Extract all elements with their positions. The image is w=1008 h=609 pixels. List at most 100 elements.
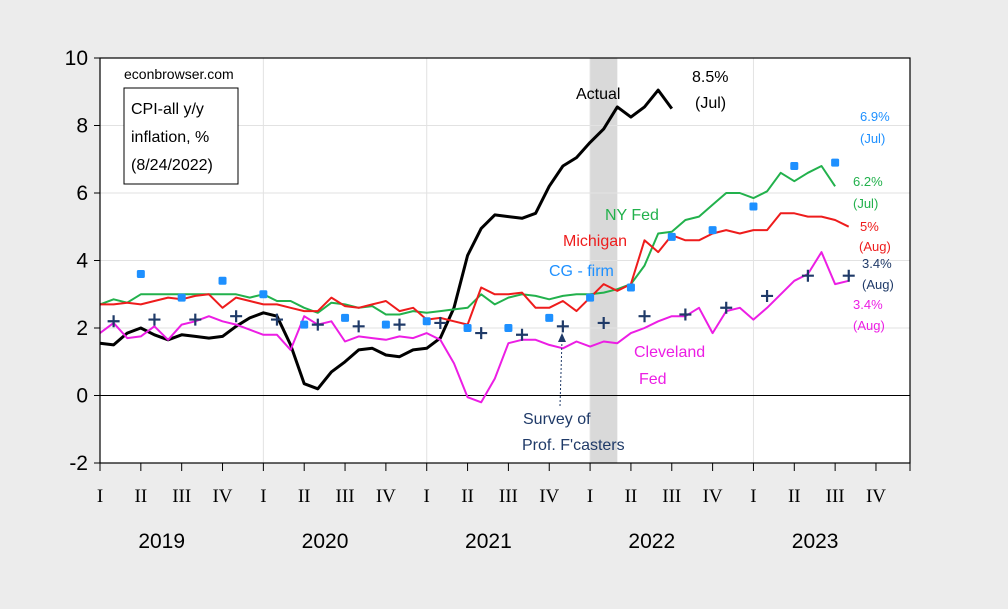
annotation-michigan-value: 5% [860,219,879,234]
annotation-spf-month: (Aug) [862,277,894,292]
spf-arrow-head [558,333,566,342]
data-point-cg-firm [749,202,758,211]
annotation-michigan-label: Michigan [563,233,627,250]
x-quarter-label: I [424,486,430,507]
annotation-actual-month: (Jul) [695,95,726,112]
data-point-cg-firm [136,270,145,278]
data-point-cg-firm [790,162,799,170]
data-point-survey-of-prof-f-casters [311,318,324,331]
x-year-label: 2022 [628,530,675,553]
legend-line-3: (8/24/2022) [131,157,213,174]
series-layer [99,88,850,404]
data-point-survey-of-prof-f-casters [556,320,569,333]
data-point-cg-firm [626,283,635,292]
x-quarter-label: IV [703,486,723,507]
annotation-cleveland-month: (Aug) [853,318,885,333]
x-quarter-label: III [826,486,845,507]
annotation-nyfed-value: 6.2% [853,174,883,189]
x-quarter-label: II [461,486,474,507]
data-point-survey-of-prof-f-casters [679,308,692,321]
legend-line-2: inflation, % [131,129,209,146]
data-point-survey-of-prof-f-casters [107,315,120,328]
series-line-ny-fed [99,165,836,316]
data-point-survey-of-prof-f-casters [842,269,855,282]
legend-box [123,87,239,185]
data-point-cg-firm [259,290,268,299]
x-quarter-label: II [135,486,148,507]
annotation-cleveland-label-2: Fed [639,371,667,388]
x-quarter-label: IV [376,486,396,507]
data-point-survey-of-prof-f-casters [148,313,161,326]
data-point-cg-firm [381,320,390,329]
data-point-cg-firm [300,320,309,329]
data-point-survey-of-prof-f-casters [434,316,447,329]
x-year-label: 2020 [302,530,349,553]
data-point-survey-of-prof-f-casters [475,327,488,340]
series-line-michigan [100,212,850,326]
x-quarter-label: III [662,486,681,507]
data-point-cg-firm [545,313,554,322]
x-quarter-label: II [625,486,638,507]
data-point-survey-of-prof-f-casters [189,313,202,326]
data-point-survey-of-prof-f-casters [516,328,529,341]
series-line-cleveland-fed [99,251,849,404]
y-tick-label: 2 [76,317,88,340]
data-point-cg-firm [341,313,350,322]
source-label: econbrowser.com [124,66,234,82]
x-quarter-label: I [750,486,756,507]
spf-arrow-line [559,338,563,407]
x-quarter-label: III [499,486,518,507]
data-point-survey-of-prof-f-casters [393,318,406,331]
y-tick-label: -2 [69,452,88,475]
data-point-survey-of-prof-f-casters [638,310,651,323]
annotation-spf-label-2: Prof. F'casters [522,437,625,454]
legend-line-1: CPI-all y/y [131,101,204,118]
data-point-survey-of-prof-f-casters [720,301,733,314]
y-tick-label: 8 [76,115,88,138]
annotation-nyfed-month: (Jul) [853,196,878,211]
x-quarter-label: IV [539,486,559,507]
annotation-cleveland-label: Cleveland [634,344,705,361]
x-quarter-label: I [260,486,266,507]
data-point-cg-firm [177,293,186,302]
series-line-actual [99,88,674,391]
data-point-survey-of-prof-f-casters [352,320,365,333]
y-tick-label: 10 [65,47,88,70]
data-point-survey-of-prof-f-casters [801,269,814,282]
data-point-survey-of-prof-f-casters [230,310,243,323]
x-quarter-label: III [336,486,355,507]
x-quarter-label: I [587,486,593,507]
annotation-cleveland-value: 3.4% [853,297,883,312]
annotation-actual: Actual [576,86,620,103]
annotation-michigan-month: (Aug) [859,239,891,254]
y-tick-label: 0 [76,385,88,408]
data-point-cg-firm [422,317,431,326]
data-point-cg-firm [586,293,595,302]
data-point-survey-of-prof-f-casters [597,316,610,329]
marker-layer [107,158,855,341]
x-year-label: 2021 [465,530,512,553]
annotation-actual-value: 8.5% [692,69,728,86]
annotation-cg-value: 6.9% [860,109,890,124]
x-quarter-label: II [298,486,311,507]
x-year-label: 2019 [138,530,185,553]
data-point-cg-firm [504,324,513,332]
x-quarter-label: I [97,486,103,507]
annotation-cg-month: (Jul) [860,131,885,146]
annotation-spf-label: Survey of [523,411,591,428]
y-tick-label: 4 [76,250,88,273]
data-point-cg-firm [667,232,676,241]
data-point-survey-of-prof-f-casters [270,313,283,326]
data-point-cg-firm [708,226,717,235]
data-point-survey-of-prof-f-casters [761,289,774,302]
annotation-cg-label: CG - firm [549,263,614,280]
x-quarter-label: III [172,486,191,507]
data-point-cg-firm [218,276,227,285]
x-year-label: 2023 [792,530,839,553]
annotation-nyfed-label: NY Fed [605,207,659,224]
data-point-cg-firm [463,324,472,332]
y-tick-label: 6 [76,182,88,205]
